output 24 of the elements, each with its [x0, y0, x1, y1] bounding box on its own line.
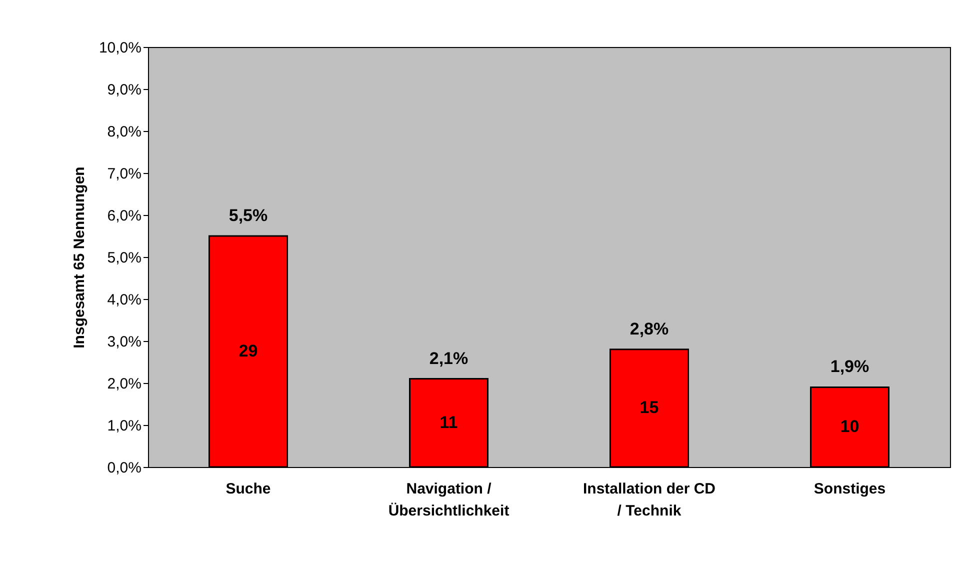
x-tick-label: Installation der CD / Technik [582, 480, 716, 520]
y-tick-label: 3,0% [107, 334, 142, 350]
annotation: 10 [840, 417, 860, 436]
y-tick-label: 10,0% [98, 40, 142, 56]
data-label: 2,1% [429, 348, 468, 368]
y-tick-label: 7,0% [107, 166, 142, 182]
annotation: 15 [640, 398, 659, 418]
data-label: 5,5% [228, 206, 268, 225]
data-label: 2,8% [630, 319, 669, 338]
x-tick-label: Suche [226, 480, 271, 498]
y-tick-label: 6,0% [107, 208, 142, 224]
y-tick-label: 1,0% [107, 418, 142, 434]
y-axis-title: Insgesamt 65 Nennungen [70, 166, 88, 348]
data-label: 1,9% [830, 357, 870, 376]
y-tick-label: 4,0% [107, 292, 142, 308]
y-tick-label: 8,0% [107, 124, 142, 140]
y-tick-label: 0,0% [107, 460, 142, 476]
y-tick-label: 9,0% [107, 82, 142, 98]
x-tick-label: Sonstiges [814, 480, 886, 498]
y-tick-label: 2,0% [107, 376, 142, 392]
annotation: 11 [440, 412, 458, 432]
y-tick-label: 5,0% [107, 250, 142, 266]
x-tick-label: Navigation / Übersichtlichkeit [388, 480, 510, 520]
annotation: 29 [238, 342, 258, 360]
